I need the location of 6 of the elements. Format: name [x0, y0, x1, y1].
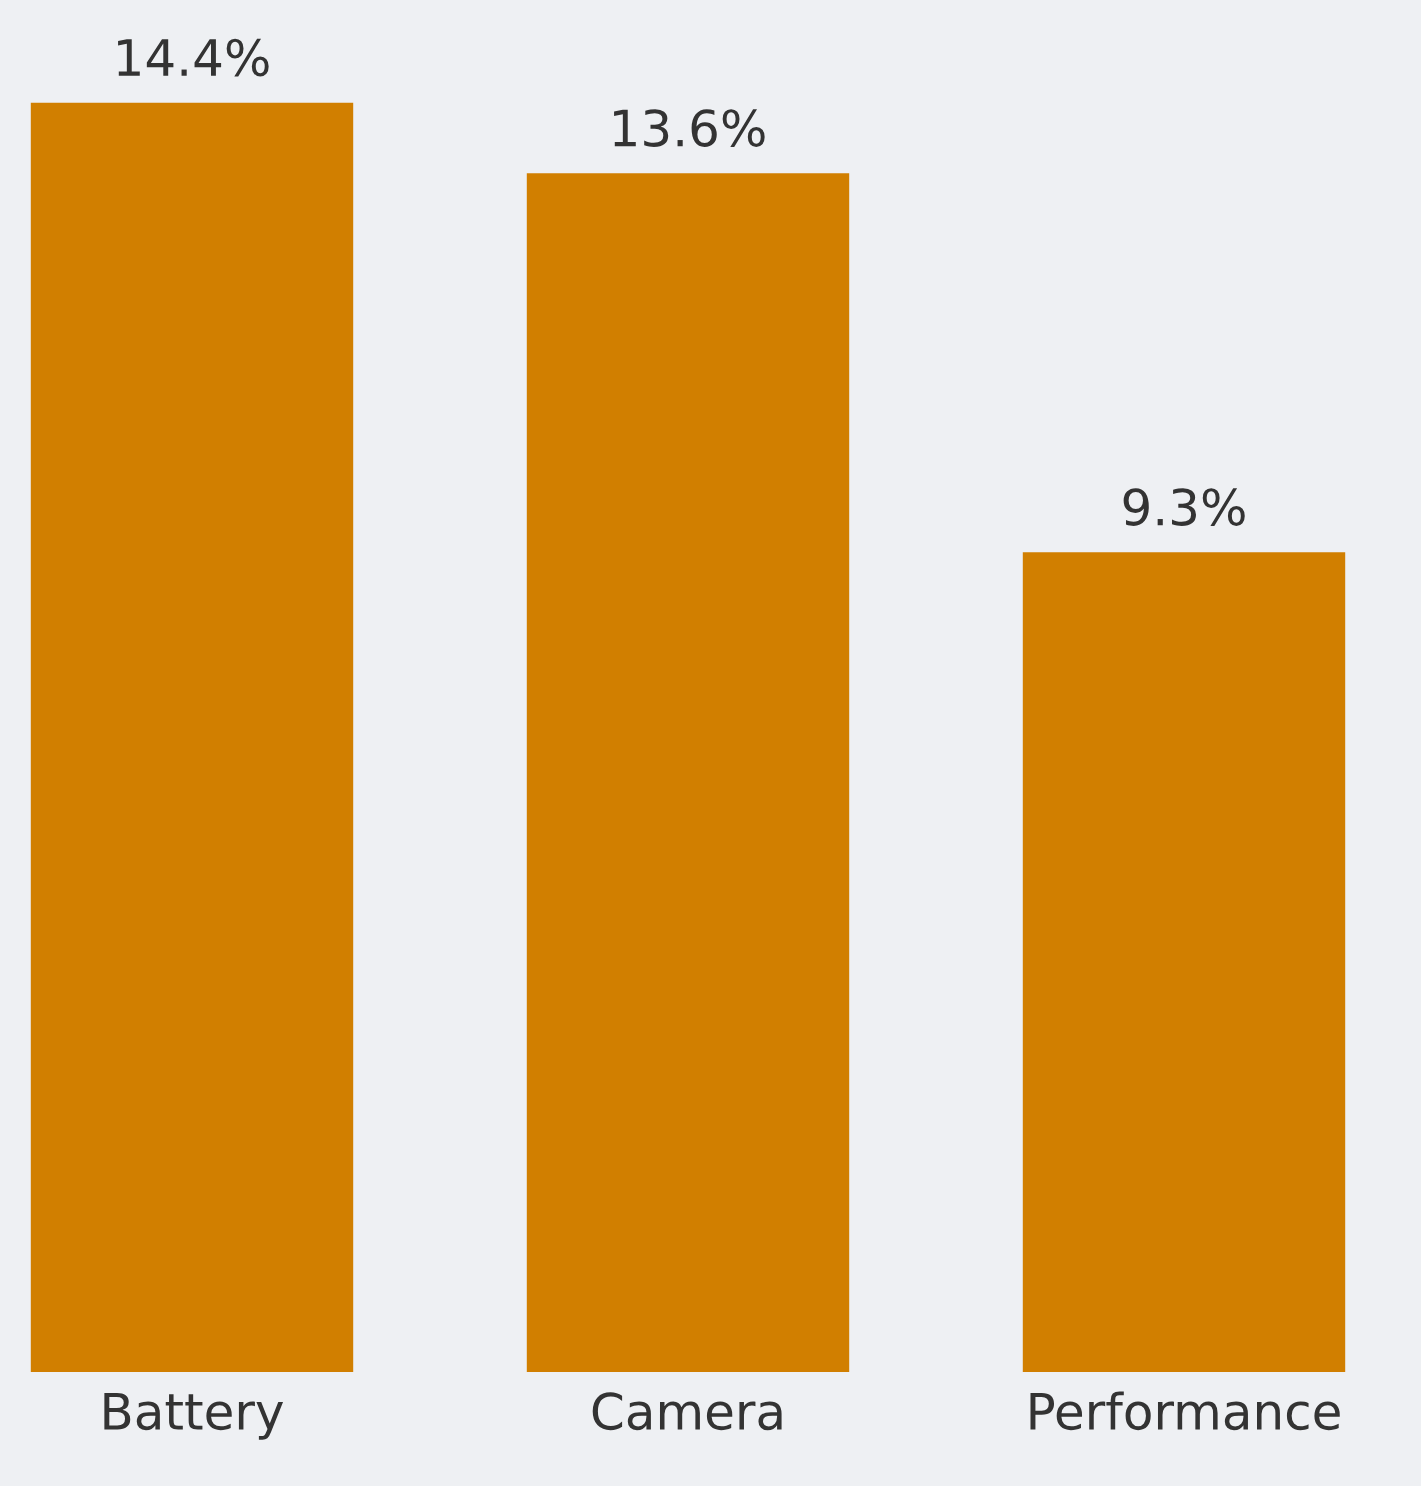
- data-label: 13.6%: [614, 109, 765, 147]
- x-tick-label: Battery: [104, 1392, 284, 1440]
- x-tick-label: Performance: [1030, 1391, 1340, 1431]
- data-label: 9.3%: [1123, 488, 1245, 526]
- x-tick-label: Camera: [592, 1392, 782, 1431]
- data-label: 14.4%: [118, 38, 269, 77]
